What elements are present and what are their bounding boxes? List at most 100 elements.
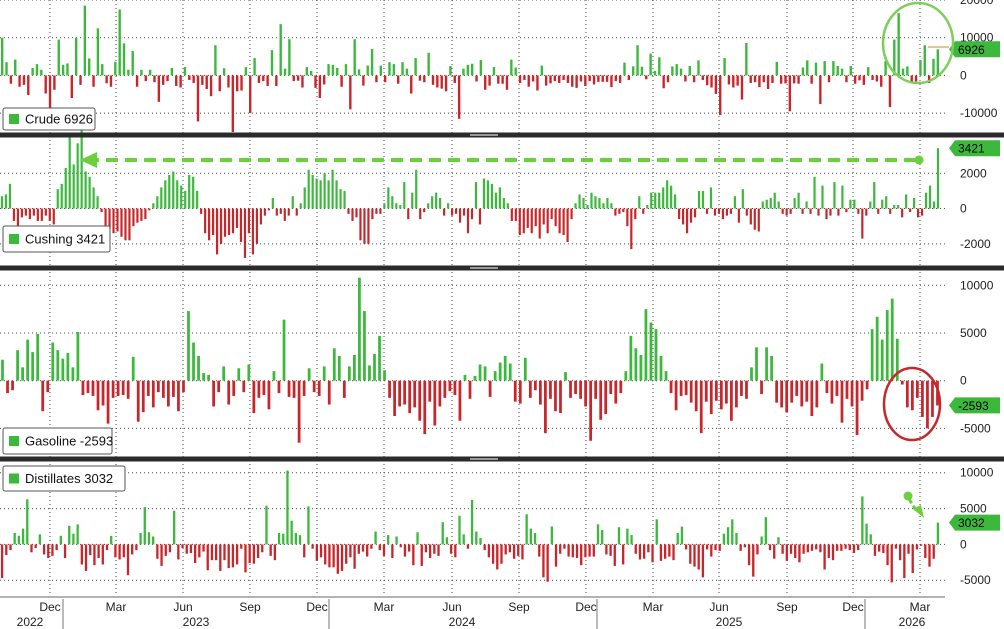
panel3-bar bbox=[262, 380, 266, 395]
panel3-bar bbox=[151, 380, 155, 408]
x-month-label: Mar bbox=[910, 600, 931, 614]
legend-swatch bbox=[9, 473, 19, 484]
separator-grip-1 bbox=[470, 267, 498, 269]
panel1-bar bbox=[362, 75, 365, 86]
panel2-bar bbox=[295, 208, 298, 216]
panel4-bar bbox=[156, 544, 159, 559]
panel3-bar bbox=[146, 380, 150, 396]
panel1-bar bbox=[170, 67, 174, 76]
panel3-bar bbox=[302, 380, 306, 396]
panel3-bar bbox=[644, 309, 648, 381]
panel4-bar bbox=[802, 544, 805, 554]
panel2-bar bbox=[634, 208, 637, 220]
panel3-bar bbox=[498, 362, 502, 381]
panel3-bar bbox=[287, 380, 291, 397]
panel1-bar bbox=[357, 69, 361, 76]
panel2-bar bbox=[239, 208, 243, 243]
panel4-bar bbox=[298, 535, 302, 545]
panel4-bar bbox=[403, 544, 407, 557]
panel1-bar bbox=[880, 75, 883, 87]
panel2-bar bbox=[590, 192, 593, 209]
separator-grip-2 bbox=[470, 458, 498, 460]
panel4-bar bbox=[441, 522, 444, 545]
x-month-label: Jun bbox=[442, 600, 461, 614]
panel2-bar bbox=[24, 208, 27, 216]
panel2-bar bbox=[68, 134, 71, 209]
panel1-bar bbox=[309, 70, 313, 76]
panel4-bar bbox=[189, 544, 193, 554]
panel2-bar bbox=[506, 203, 509, 209]
panel2-bar bbox=[176, 180, 179, 209]
panel3-bar bbox=[207, 374, 210, 381]
panel2-bar bbox=[936, 148, 940, 209]
panel1-bar bbox=[209, 75, 213, 97]
panel4-bar bbox=[202, 544, 205, 552]
panel4-bar bbox=[605, 544, 608, 555]
panel3-bar bbox=[61, 358, 65, 381]
panel1-bar bbox=[484, 75, 487, 90]
panel3-bar bbox=[921, 380, 924, 417]
panel4-bar bbox=[651, 544, 654, 563]
panel4-bar bbox=[428, 544, 432, 559]
panel1-bar bbox=[819, 75, 822, 105]
panel4-bar bbox=[248, 544, 251, 564]
panel3-bar bbox=[689, 380, 693, 403]
panel4-bar bbox=[886, 544, 889, 566]
panel2-bar bbox=[849, 199, 852, 209]
panel4-bar bbox=[919, 544, 923, 546]
highlight-ellipse bbox=[882, 366, 942, 442]
panel4-bar bbox=[596, 524, 600, 545]
panel2-bar bbox=[20, 208, 23, 218]
panel2-bar bbox=[578, 194, 581, 209]
panel-separator-1 bbox=[0, 265, 1004, 271]
last-value-badge-shape bbox=[949, 140, 1000, 157]
panel1-bar bbox=[505, 75, 509, 90]
panel3-bar bbox=[538, 380, 542, 405]
x-year-label: 2025 bbox=[716, 615, 743, 629]
panel1-bar bbox=[109, 75, 113, 87]
panel1-bar bbox=[27, 75, 30, 96]
panel1-bar bbox=[823, 61, 826, 76]
panel1-bar bbox=[44, 75, 47, 94]
panel4-bar bbox=[433, 544, 436, 554]
panel2-bar bbox=[554, 208, 557, 227]
panel1-bar bbox=[375, 75, 378, 83]
panel4-bar bbox=[252, 544, 256, 564]
panel2-bar bbox=[769, 197, 772, 209]
panel1-bar bbox=[710, 75, 713, 88]
panel2-bar bbox=[550, 208, 553, 220]
panel2-bar bbox=[454, 208, 458, 214]
panel1-bar bbox=[510, 59, 513, 76]
panel3-bar bbox=[885, 310, 889, 381]
panel2-bar bbox=[889, 208, 892, 214]
panel4-bar bbox=[21, 528, 25, 545]
panel2-bar bbox=[697, 190, 701, 209]
panel4-bar bbox=[760, 536, 763, 545]
panel4-bar bbox=[936, 522, 940, 545]
bars-layer bbox=[0, 5, 940, 583]
panel1-bar bbox=[801, 67, 805, 76]
panel4-bar bbox=[269, 544, 272, 556]
panel2-bar bbox=[124, 208, 127, 241]
panel4-bar bbox=[701, 544, 705, 578]
panel3-bar bbox=[503, 355, 507, 381]
legend-label: Cushing 3421 bbox=[25, 232, 105, 247]
panel2-bar bbox=[546, 208, 549, 234]
panel4-bar bbox=[17, 535, 21, 545]
panel2-bar bbox=[466, 208, 470, 234]
panel2-bar bbox=[705, 208, 709, 214]
x-month-label: Sep bbox=[776, 600, 798, 614]
panel4-bar bbox=[735, 532, 738, 545]
panel1-bar bbox=[697, 60, 700, 76]
last-value-badge-shape bbox=[949, 397, 1000, 414]
panel1-bar bbox=[936, 49, 940, 76]
panel3-bar bbox=[513, 380, 517, 402]
panel1-bar bbox=[558, 75, 561, 83]
panel1-bar bbox=[610, 75, 613, 88]
panel4-bar bbox=[634, 544, 637, 554]
panel2-bar bbox=[208, 208, 211, 241]
panel1-bar bbox=[366, 65, 369, 76]
panel3-bar bbox=[624, 371, 628, 381]
panel3-bar bbox=[337, 355, 341, 381]
panel2-bar bbox=[542, 208, 545, 225]
